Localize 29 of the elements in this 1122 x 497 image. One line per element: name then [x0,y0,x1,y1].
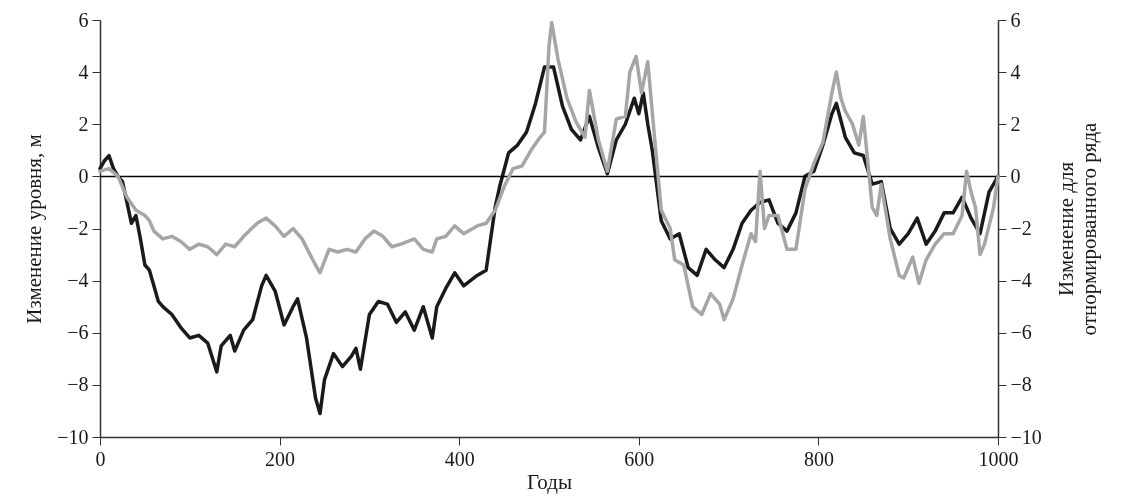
y2-tick-label: 4 [1010,60,1021,83]
y-tick-label: −8 [67,373,89,396]
y2-axis-title: Изменение для отнормированного ряда [1053,121,1101,336]
y2-tick-label: 6 [1010,8,1021,31]
x-tick-label: 800 [803,447,834,470]
y-tick-label: −10 [57,425,89,448]
x-tick-label: 1000 [978,447,1019,470]
y2-tick-label: 2 [1010,112,1021,135]
x-tick-label: 0 [95,447,106,470]
y-tick-label: 4 [78,60,89,83]
y2-tick-label: −2 [1010,217,1032,239]
y-tick-label: −4 [67,269,89,292]
x-tick-label: 200 [265,447,296,470]
y-axis-title: Изменение уровня, м [22,134,47,324]
y2-tick-label: −6 [1010,321,1032,344]
y-tick-label: 2 [78,112,89,135]
x-axis-title: Годы [527,469,572,494]
y-tick-label: −2 [67,217,89,239]
y-tick-label: −6 [67,321,89,344]
line-series [98,65,1000,416]
y2-tick-label: −4 [1010,269,1032,292]
y-tick-label: 0 [78,164,89,187]
line-series [98,20,1000,322]
y2-tick-label: −10 [1010,425,1042,448]
y2-tick-label: 0 [1010,164,1021,187]
x-tick-label: 600 [624,447,655,470]
y2-tick-label: −8 [1010,373,1032,396]
x-tick-label: 400 [444,447,475,470]
y-tick-label: 6 [78,8,89,31]
